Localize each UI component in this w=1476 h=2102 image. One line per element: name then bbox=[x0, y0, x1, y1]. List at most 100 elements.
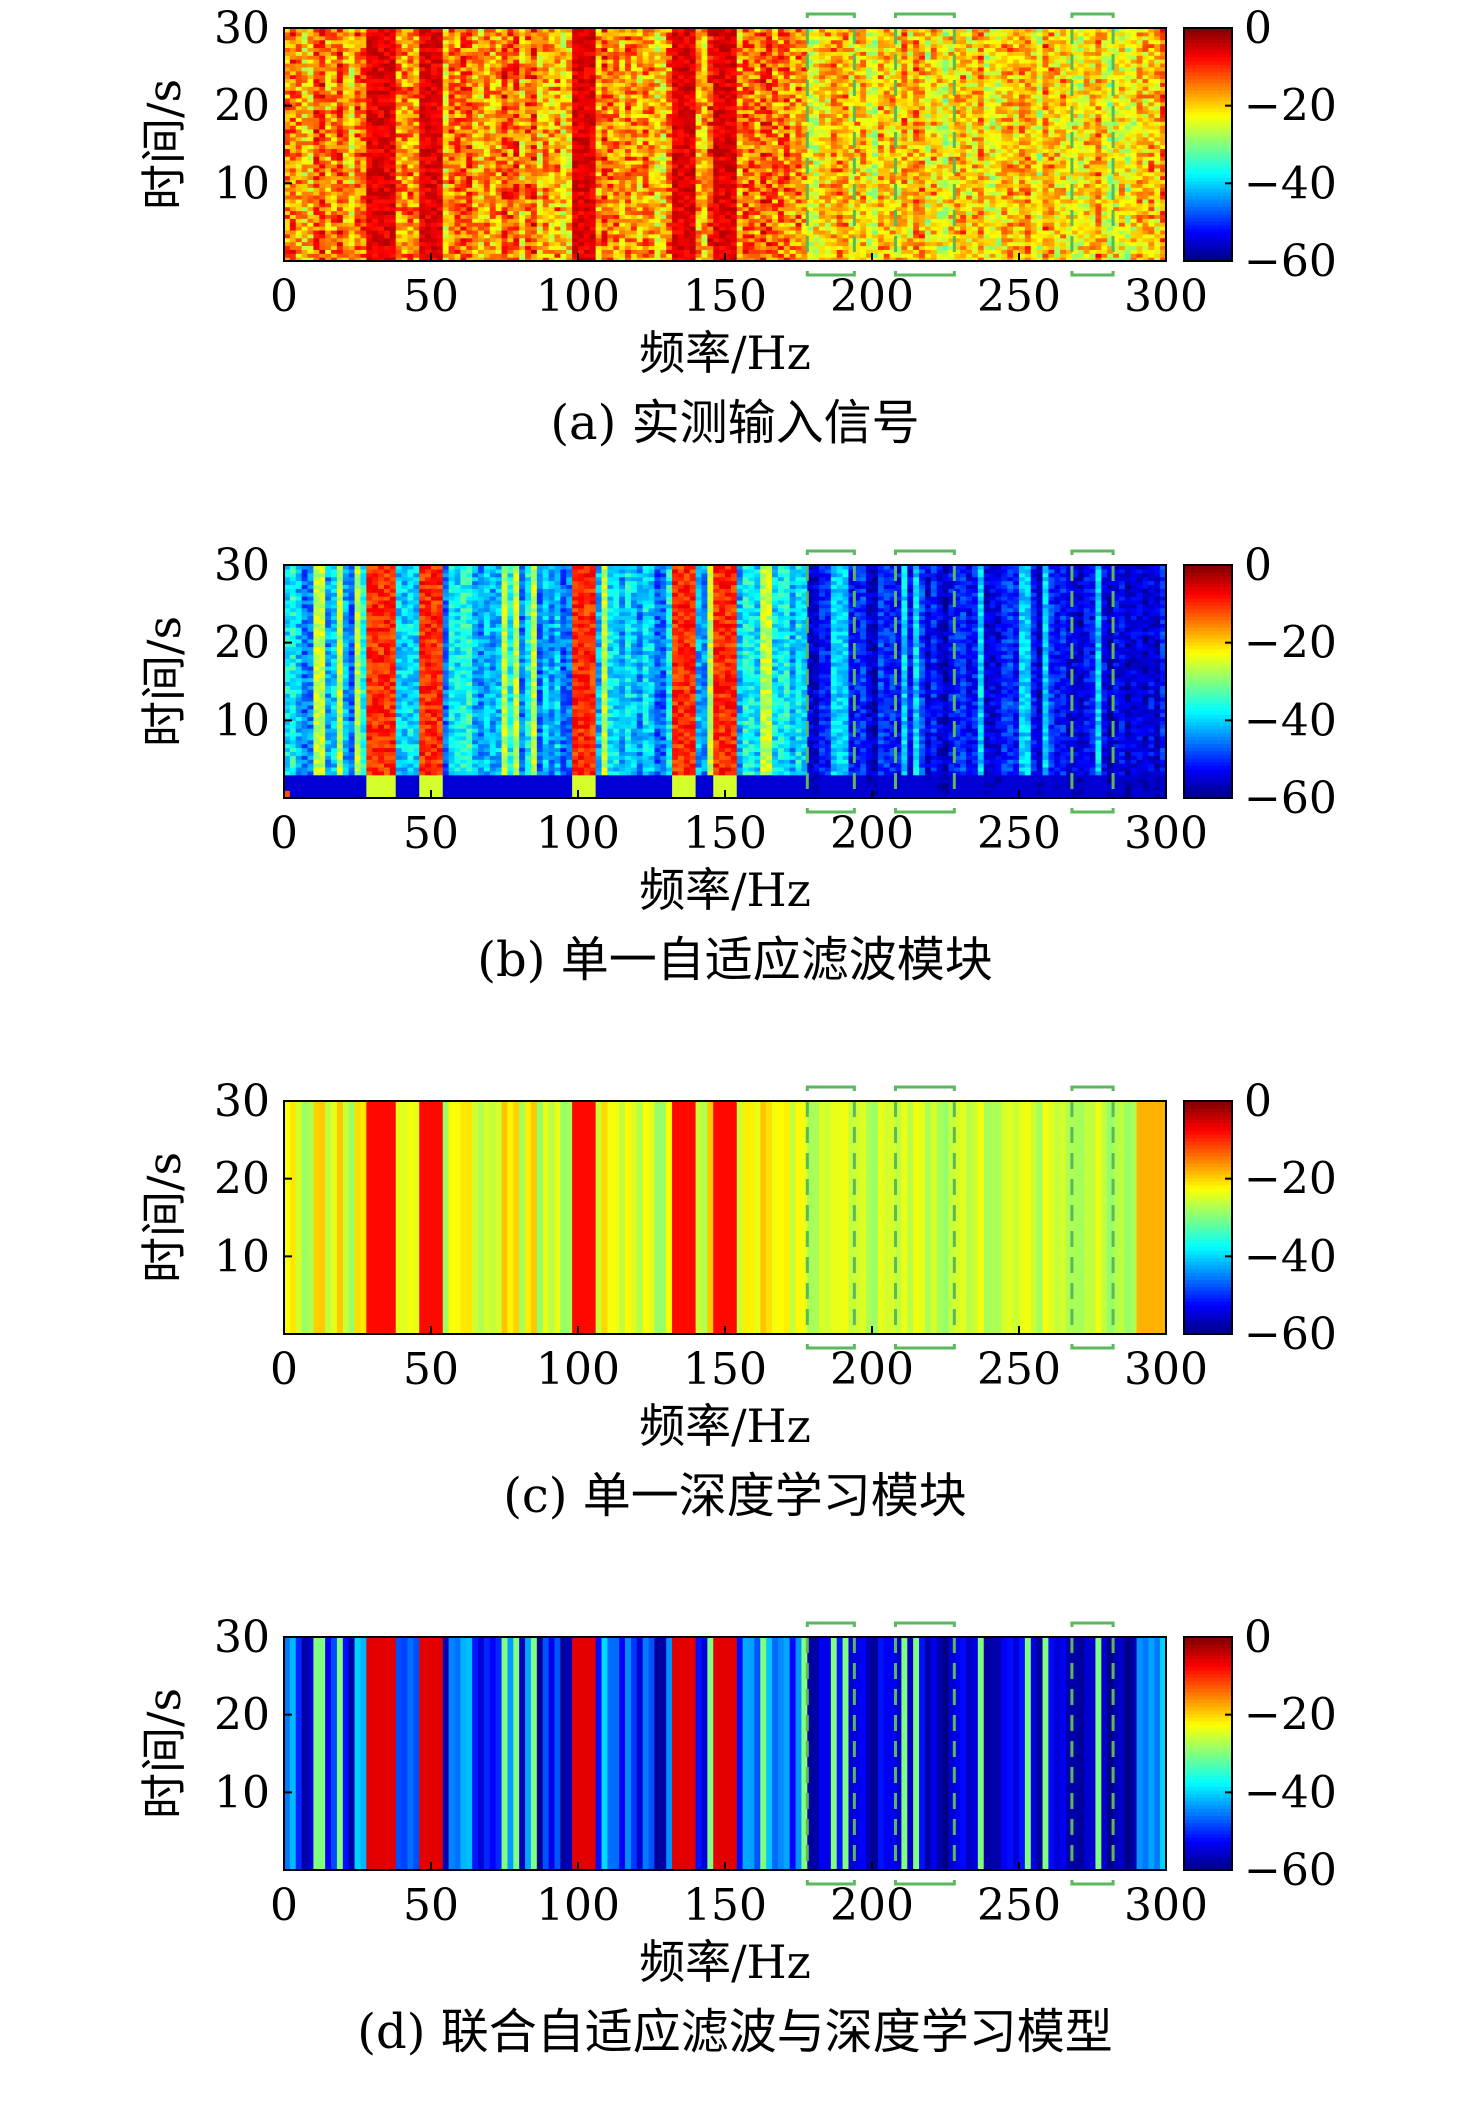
heatmap-cell bbox=[677, 191, 685, 196]
heatmap-cell bbox=[630, 163, 638, 169]
heatmap-cell bbox=[342, 167, 350, 173]
heatmap-cell bbox=[830, 249, 838, 254]
heatmap-cell bbox=[542, 132, 550, 138]
heatmap-cell bbox=[630, 194, 638, 200]
heatmap-cell bbox=[301, 253, 309, 258]
heatmap-cell bbox=[289, 144, 297, 149]
heatmap-cell bbox=[336, 160, 344, 165]
heatmap-cell bbox=[589, 144, 597, 149]
heatmap-cell bbox=[284, 222, 291, 227]
heatmap-cell bbox=[1060, 249, 1067, 254]
heatmap-cell bbox=[942, 187, 950, 192]
heatmap-cell bbox=[607, 210, 614, 215]
heatmap-cell bbox=[619, 241, 626, 247]
heatmap-cell bbox=[413, 175, 420, 181]
heatmap-cell bbox=[595, 253, 603, 258]
heatmap-cell bbox=[783, 160, 791, 165]
heatmap-cell bbox=[530, 136, 538, 142]
heatmap-cell bbox=[1095, 160, 1102, 165]
heatmap-cell bbox=[1024, 187, 1032, 192]
heatmap-cell bbox=[725, 175, 732, 181]
heatmap-cell bbox=[407, 253, 414, 258]
heatmap-cell bbox=[489, 171, 497, 177]
heatmap-cell bbox=[313, 241, 320, 247]
heatmap-cell bbox=[336, 249, 344, 254]
heatmap-cell bbox=[1101, 226, 1108, 231]
heatmap-cell bbox=[936, 257, 944, 262]
heatmap-cell bbox=[1107, 241, 1114, 247]
heatmap-cell bbox=[583, 226, 591, 231]
heatmap-cell bbox=[372, 136, 379, 142]
heatmap-cell bbox=[366, 136, 373, 142]
heatmap-cell bbox=[772, 218, 779, 223]
heatmap-cell bbox=[1095, 218, 1102, 223]
heatmap-cell bbox=[548, 156, 556, 161]
heatmap-cell bbox=[971, 152, 979, 157]
heatmap-cell bbox=[289, 206, 297, 212]
heatmap-cell bbox=[442, 245, 450, 250]
heatmap-cell bbox=[866, 229, 873, 235]
heatmap-cell bbox=[566, 179, 573, 184]
heatmap-cell bbox=[995, 233, 1002, 239]
heatmap-cell bbox=[924, 132, 932, 138]
heatmap-cell bbox=[1019, 191, 1026, 196]
heatmap-cell bbox=[701, 175, 708, 181]
heatmap-cell bbox=[513, 163, 520, 169]
heatmap-cell bbox=[466, 226, 473, 231]
heatmap-cell bbox=[431, 183, 438, 188]
heatmap-cell bbox=[489, 237, 497, 243]
heatmap-cell bbox=[713, 226, 720, 231]
heatmap-cell bbox=[513, 206, 520, 212]
heatmap-cell bbox=[354, 160, 362, 165]
heatmap-cell bbox=[442, 175, 450, 181]
heatmap-cell bbox=[1101, 245, 1108, 250]
heatmap-cell bbox=[795, 210, 803, 215]
heatmap-cell bbox=[331, 233, 338, 239]
heatmap-cell bbox=[525, 148, 532, 153]
heatmap-cell bbox=[907, 191, 914, 196]
heatmap-cell bbox=[572, 218, 579, 223]
heatmap-cell bbox=[513, 179, 520, 184]
heatmap-cell bbox=[407, 210, 414, 215]
heatmap-cell bbox=[313, 152, 320, 157]
heatmap-cell bbox=[719, 183, 726, 188]
heatmap-cell bbox=[983, 233, 991, 239]
heatmap-cell bbox=[824, 233, 832, 239]
heatmap-cell bbox=[507, 175, 514, 181]
heatmap-cell bbox=[695, 136, 703, 142]
heatmap-cell bbox=[889, 171, 897, 177]
heatmap-cell bbox=[872, 222, 879, 227]
heatmap-cell bbox=[666, 175, 673, 181]
heatmap-cell bbox=[642, 152, 650, 157]
heatmap-cell bbox=[466, 136, 473, 142]
heatmap-cell bbox=[354, 156, 362, 161]
heatmap-cell bbox=[519, 148, 526, 153]
heatmap-cell bbox=[454, 257, 461, 262]
heatmap-cell bbox=[648, 167, 656, 173]
heatmap-cell bbox=[989, 175, 997, 181]
heatmap-cell bbox=[872, 194, 879, 200]
heatmap-cell bbox=[913, 249, 920, 254]
heatmap-cell bbox=[872, 191, 879, 196]
heatmap-cell bbox=[507, 194, 514, 200]
heatmap-cell bbox=[1118, 229, 1126, 235]
heatmap-cell bbox=[760, 140, 767, 146]
heatmap-cell bbox=[1124, 171, 1132, 177]
heatmap-cell bbox=[730, 144, 738, 149]
heatmap-cell bbox=[830, 187, 838, 192]
heatmap-cell bbox=[819, 171, 826, 177]
heatmap-cell bbox=[1154, 253, 1161, 258]
heatmap-cell bbox=[442, 237, 450, 243]
heatmap-cell bbox=[1036, 136, 1044, 142]
heatmap-cell bbox=[366, 257, 373, 262]
heatmap-cell bbox=[589, 183, 597, 188]
heatmap-cell bbox=[636, 198, 644, 204]
heatmap-cell bbox=[736, 218, 744, 223]
heatmap-cell bbox=[660, 187, 667, 192]
heatmap-cell bbox=[625, 179, 632, 184]
heatmap-cell bbox=[360, 160, 367, 165]
heatmap-cell bbox=[736, 140, 744, 146]
heatmap-cell bbox=[913, 152, 920, 157]
heatmap-cell bbox=[313, 245, 320, 250]
heatmap-cell bbox=[301, 233, 309, 239]
